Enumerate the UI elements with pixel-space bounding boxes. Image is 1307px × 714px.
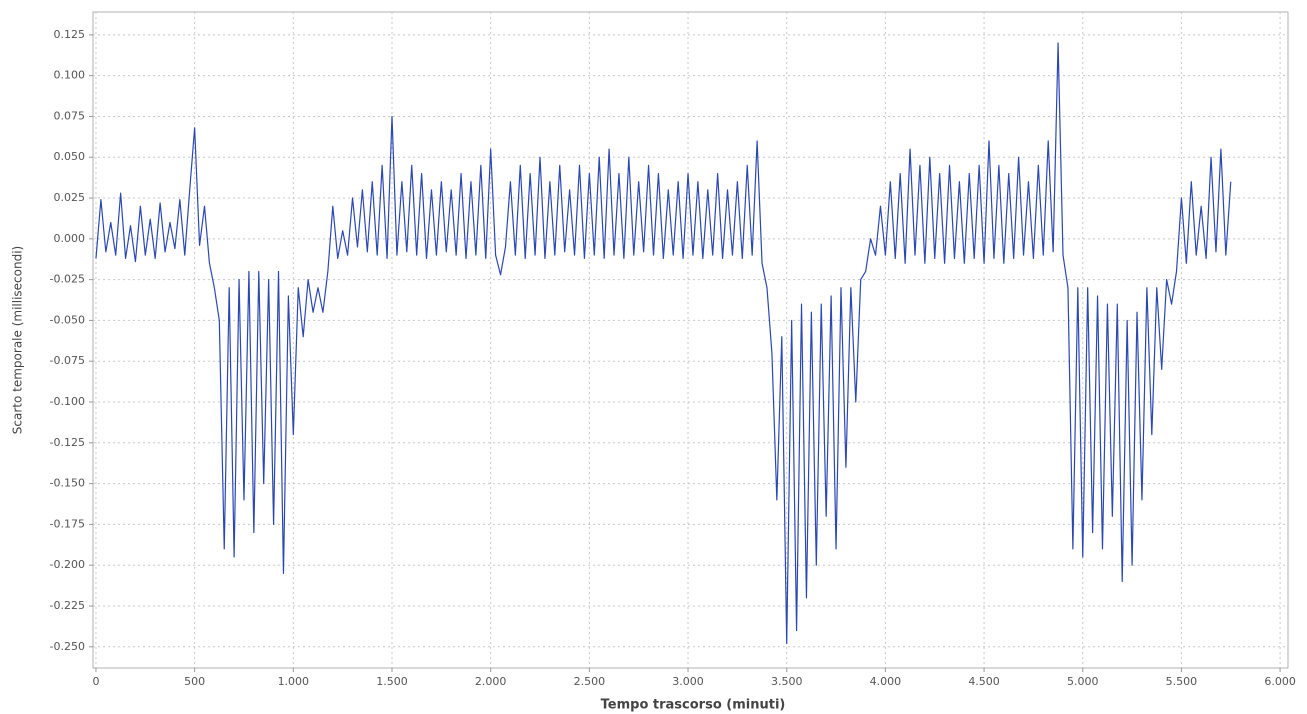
x-tick-label: 6.000 bbox=[1264, 675, 1296, 688]
y-axis-label: Scarto temporale (millisecondi) bbox=[11, 246, 25, 434]
x-tick-label: 2.000 bbox=[475, 675, 507, 688]
x-tick-label: 500 bbox=[184, 675, 205, 688]
data-line bbox=[95, 42, 1232, 645]
y-tick-label: 0.100 bbox=[54, 69, 86, 82]
y-tick-label: 0.050 bbox=[54, 150, 86, 163]
y-tick-label: -0.200 bbox=[50, 558, 85, 571]
x-axis-label: Tempo trascorso (minuti) bbox=[601, 698, 786, 713]
x-tick-label: 4.000 bbox=[870, 675, 902, 688]
y-tick-label: -0.075 bbox=[50, 354, 85, 367]
y-tick-label: 0.125 bbox=[54, 28, 86, 41]
x-tick-label: 3.500 bbox=[771, 675, 803, 688]
y-tick-label: -0.100 bbox=[50, 395, 85, 408]
y-tick-label: 0.075 bbox=[54, 109, 86, 122]
y-tick-label: -0.175 bbox=[50, 517, 85, 530]
x-tick-label: 1.500 bbox=[376, 675, 408, 688]
x-tick-label: 1.000 bbox=[278, 675, 310, 688]
y-tick-label: -0.150 bbox=[50, 477, 85, 490]
y-tick-label: -0.025 bbox=[50, 273, 85, 286]
x-tick-label: 3.000 bbox=[672, 675, 704, 688]
y-tick-label: -0.050 bbox=[50, 313, 85, 326]
x-tick-label: 4.500 bbox=[968, 675, 1000, 688]
x-tick-label: 5.500 bbox=[1166, 675, 1198, 688]
y-tick-label: 0.025 bbox=[54, 191, 86, 204]
y-tick-label: -0.125 bbox=[50, 436, 85, 449]
x-tick-label: 5.000 bbox=[1067, 675, 1099, 688]
x-tick-label: 0 bbox=[92, 675, 99, 688]
y-tick-label: -0.225 bbox=[50, 599, 85, 612]
x-tick-label: 2.500 bbox=[574, 675, 606, 688]
y-tick-label: 0.000 bbox=[54, 232, 86, 245]
y-tick-label: -0.250 bbox=[50, 640, 85, 653]
